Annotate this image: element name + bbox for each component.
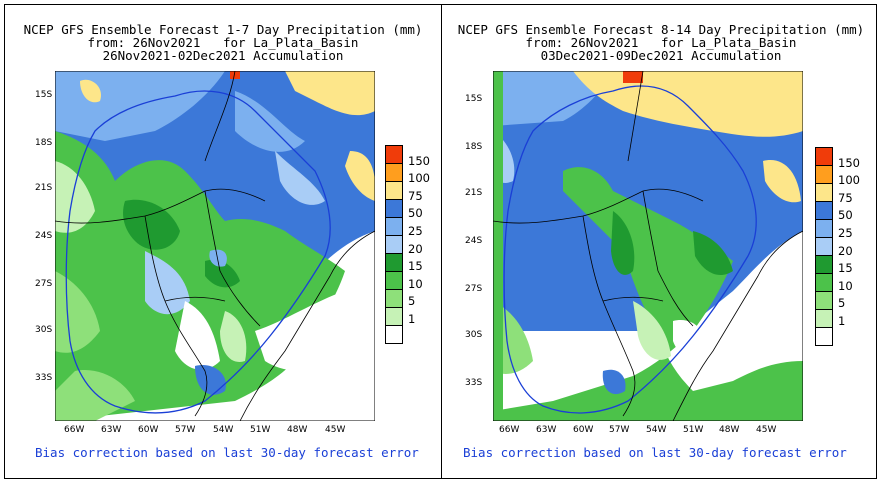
lon-label: 66W xyxy=(64,425,85,435)
lon-label: 63W xyxy=(536,425,557,435)
color-legend xyxy=(385,145,403,344)
legend-swatch xyxy=(385,253,403,271)
lon-label: 66W xyxy=(499,425,520,435)
lat-label: 30S xyxy=(35,325,53,335)
legend-swatch xyxy=(385,235,403,253)
legend-swatch xyxy=(815,147,833,165)
legend-label: 5 xyxy=(408,294,416,308)
lat-label: 27S xyxy=(465,284,483,294)
legend-swatch xyxy=(815,273,833,291)
legend-label: 150 xyxy=(408,154,430,168)
legend-label: 75 xyxy=(838,191,853,205)
lon-label: 48W xyxy=(287,425,308,435)
legend-swatch xyxy=(385,217,403,235)
lon-label: 54W xyxy=(646,425,667,435)
legend-swatch xyxy=(815,201,833,219)
lat-label: 15S xyxy=(35,90,53,100)
legend-label: 10 xyxy=(838,279,853,293)
legend-swatch xyxy=(815,327,833,346)
legend-swatch xyxy=(385,181,403,199)
lat-label: 21S xyxy=(465,188,483,198)
legend-label: 1 xyxy=(408,312,416,326)
bias-correction-note: Bias correction based on last 30-day for… xyxy=(35,445,419,460)
legend-swatch xyxy=(385,307,403,325)
color-legend xyxy=(815,147,833,346)
lon-label: 45W xyxy=(756,425,777,435)
legend-label: 50 xyxy=(408,206,423,220)
lon-label: 51W xyxy=(683,425,704,435)
panel-title: NCEP GFS Ensemble Forecast 1-7 Day Preci… xyxy=(23,22,423,37)
legend-label: 20 xyxy=(838,244,853,258)
lon-label: 63W xyxy=(101,425,122,435)
lat-label: 18S xyxy=(35,138,53,148)
lon-label: 57W xyxy=(175,425,196,435)
lat-label: 33S xyxy=(35,373,53,383)
precip-map xyxy=(55,71,375,421)
legend-label: 25 xyxy=(838,226,853,240)
lon-label: 54W xyxy=(213,425,234,435)
forecast-panel-week1: NCEP GFS Ensemble Forecast 1-7 Day Preci… xyxy=(5,5,441,478)
panel-subtitle: from: 26Nov2021 for La_Plata_Basin xyxy=(525,35,797,50)
lon-label: 60W xyxy=(573,425,594,435)
forecast-panel-week2: NCEP GFS Ensemble Forecast 8-14 Day Prec… xyxy=(443,5,879,478)
precip-map xyxy=(493,71,803,421)
lat-label: 21S xyxy=(35,183,53,193)
lat-label: 27S xyxy=(35,279,53,289)
legend-swatch xyxy=(385,289,403,307)
legend-swatch xyxy=(815,219,833,237)
legend-label: 100 xyxy=(408,171,430,185)
legend-label: 1 xyxy=(838,314,846,328)
legend-label: 15 xyxy=(838,261,853,275)
legend-label: 50 xyxy=(838,208,853,222)
panel-divider xyxy=(441,4,442,479)
panel-title: NCEP GFS Ensemble Forecast 8-14 Day Prec… xyxy=(457,22,865,37)
legend-label: 25 xyxy=(408,224,423,238)
precip-map-svg xyxy=(493,71,803,421)
lat-label: 24S xyxy=(465,236,483,246)
lat-label: 18S xyxy=(465,142,483,152)
legend-swatch xyxy=(385,199,403,217)
legend-swatch xyxy=(385,145,403,163)
lat-label: 24S xyxy=(35,231,53,241)
lon-label: 45W xyxy=(325,425,346,435)
legend-label: 10 xyxy=(408,277,423,291)
legend-label: 100 xyxy=(838,173,860,187)
legend-swatch xyxy=(815,237,833,255)
legend-swatch xyxy=(815,309,833,327)
lat-label: 30S xyxy=(465,330,483,340)
lat-label: 15S xyxy=(465,94,483,104)
legend-swatch xyxy=(815,291,833,309)
lon-label: 51W xyxy=(250,425,271,435)
lon-label: 60W xyxy=(138,425,159,435)
legend-label: 75 xyxy=(408,189,423,203)
legend-swatch xyxy=(815,255,833,273)
legend-swatch xyxy=(385,325,403,344)
precip-map-svg xyxy=(55,71,375,421)
legend-label: 5 xyxy=(838,296,846,310)
lat-label: 33S xyxy=(465,378,483,388)
panel-period: 26Nov2021-02Dec2021 Accumulation xyxy=(102,48,344,63)
panel-period: 03Dec2021-09Dec2021 Accumulation xyxy=(540,48,782,63)
panel-subtitle: from: 26Nov2021 for La_Plata_Basin xyxy=(87,35,359,50)
legend-swatch xyxy=(815,183,833,201)
legend-swatch xyxy=(385,271,403,289)
lon-label: 48W xyxy=(719,425,740,435)
legend-swatch xyxy=(385,163,403,181)
legend-label: 20 xyxy=(408,242,423,256)
figure-frame xyxy=(4,4,877,479)
bias-correction-note: Bias correction based on last 30-day for… xyxy=(463,445,847,460)
legend-label: 150 xyxy=(838,156,860,170)
legend-label: 15 xyxy=(408,259,423,273)
lon-label: 57W xyxy=(609,425,630,435)
legend-swatch xyxy=(815,165,833,183)
